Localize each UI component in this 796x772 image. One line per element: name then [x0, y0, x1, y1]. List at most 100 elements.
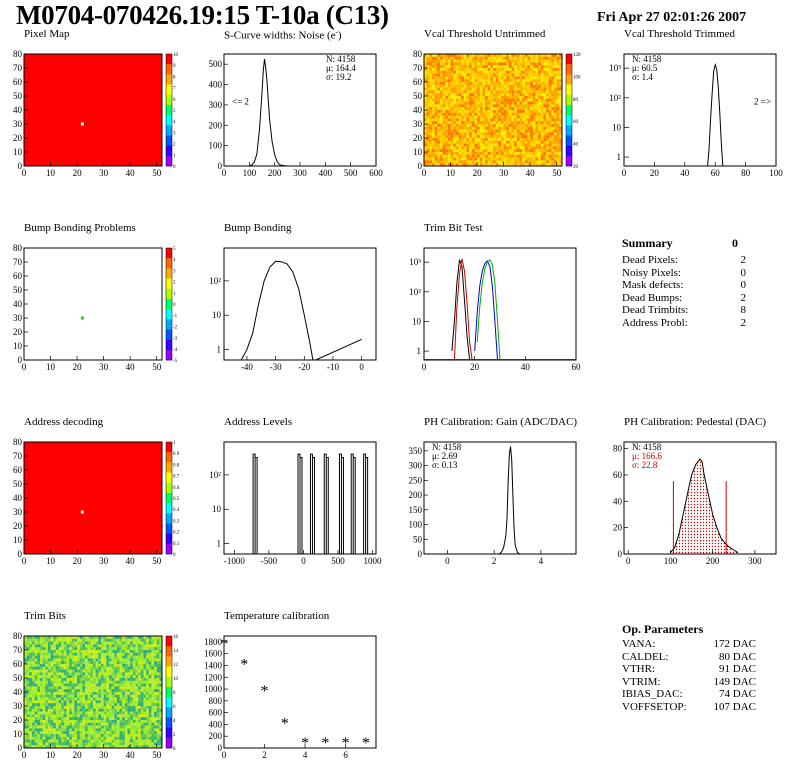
tick-label: 0.1 [173, 542, 180, 547]
tick-label: 1800 [204, 637, 223, 647]
op-param-row: VOFFSETOP: 107 DAC [622, 701, 756, 714]
tick-label: 40 [13, 105, 23, 115]
palette-swatch [166, 513, 172, 524]
palette-swatch [166, 503, 172, 514]
tick-label: 0 [422, 362, 427, 372]
tick-label: 0 [22, 168, 27, 178]
palette-swatch [166, 349, 172, 361]
tick-label: 20 [650, 168, 660, 178]
tick-label: 5 [173, 247, 176, 252]
palette-swatch [166, 462, 172, 473]
tick-label: 50 [13, 91, 23, 101]
stat-label: N: 4158 [632, 54, 662, 64]
tick-label: 120 [573, 53, 581, 58]
tick-label: 0 [418, 549, 423, 559]
tick-label: 6 [343, 750, 348, 760]
tick-label: 6 [173, 98, 176, 103]
address-peak [297, 453, 303, 554]
stat-label: N: 4158 [432, 442, 462, 452]
palette-swatch [166, 523, 172, 534]
summary-value: 8 [740, 304, 747, 316]
heatmap-fill [24, 248, 162, 360]
heatmap-fill [24, 54, 162, 166]
tick-label: 0.6 [173, 486, 180, 491]
palette-swatch [166, 472, 172, 484]
palette-swatch [166, 727, 172, 739]
palette-swatch [166, 135, 172, 146]
tick-label: 10 [212, 310, 222, 320]
tick-label: 4 [539, 556, 544, 566]
tick-label: 30 [99, 168, 109, 178]
stat-label: μ: 60.5 [632, 63, 658, 73]
tick-label: -1000 [224, 556, 245, 566]
tick-label: 600 [369, 168, 383, 178]
tick-label: 500 [209, 59, 223, 69]
stat-label: N: 4158 [632, 442, 662, 452]
palette-swatch [166, 309, 172, 320]
palette-swatch [166, 319, 172, 330]
palette-swatch [166, 442, 172, 453]
chart-vcal-untrimmed: 120 100 80 60 40 20 0 10 20 30 40 50 0 10 20 30 40 50 60 70… [413, 49, 581, 178]
tick-label: 1400 [204, 660, 223, 670]
tick-label: 400 [209, 80, 223, 90]
op-param-label: VOFFSETOP: [622, 700, 687, 713]
tick-label: 20 [573, 165, 579, 170]
palette-swatch [166, 666, 172, 678]
tick-label: 500 [344, 168, 358, 178]
tick-label: 200 [209, 120, 223, 130]
tick-label: 50 [152, 362, 162, 372]
palette-swatch [566, 64, 572, 75]
palette-swatch [166, 452, 172, 463]
tick-label: -40 [241, 362, 253, 372]
tick-label: 400 [319, 168, 333, 178]
special-pixel [80, 510, 84, 514]
tick-label: 80 [413, 49, 423, 59]
palette-swatch [166, 278, 172, 290]
tick-label: 1 [217, 345, 222, 355]
stat-label: μ: 166.6 [632, 451, 662, 461]
tick-label: 10 [13, 729, 23, 739]
op-param-label: VTRIM: [622, 675, 661, 688]
palette-swatch [566, 145, 572, 157]
tick-label: 1 [217, 539, 222, 549]
tick-label: 80 [13, 631, 23, 641]
tick-label: -30 [270, 362, 282, 372]
chart-title: Address Levels [224, 416, 293, 428]
plot-frame [423, 441, 577, 555]
address-peak [338, 453, 344, 554]
tick-label: 100 [573, 75, 581, 80]
palette-swatch [166, 482, 172, 494]
tick-label: -5 [173, 359, 178, 364]
tick-label: 0 [18, 161, 23, 171]
tick-label: 10 [612, 122, 622, 132]
tick-label: 40 [526, 168, 536, 178]
op-param-row: VANA: 172 DAC [622, 638, 756, 651]
op-param-label: VANA: [622, 638, 656, 650]
summary-title: Summary [622, 236, 673, 250]
tick-label: 6 [173, 705, 176, 710]
tick-label: 4 [173, 719, 176, 724]
tick-label: 0 [18, 549, 23, 559]
tick-label: 20 [13, 133, 23, 143]
summary-label: Mask defects: [622, 279, 684, 291]
tick-label: 30 [99, 750, 109, 760]
tick-label: 40 [680, 168, 690, 178]
summary-label: Dead Bumps: [622, 291, 683, 304]
tick-label: 50 [13, 285, 23, 295]
pedestal-fill [670, 459, 738, 554]
op-param-value: 91 DAC [719, 663, 756, 675]
tick-label: -4 [173, 348, 178, 353]
summary-value: 0 [740, 279, 747, 291]
chart-title: Pixel Map [24, 28, 70, 40]
palette-swatch [166, 676, 172, 688]
tick-label: 0 [301, 556, 306, 566]
chart-scurve-noise: 0 100 200 300 400 500 600 0 100 200 300 400 500 N: 41… [209, 53, 383, 178]
op-parameters-table: Op. Parameters VANA: 172 DAC CALDEL: 80 DA… [622, 622, 756, 713]
palette-swatch [166, 737, 172, 749]
tick-label: 20 [73, 750, 83, 760]
op-param-row: VTRIM: 149 DAC [622, 676, 756, 689]
tick-label: 50 [13, 479, 23, 489]
stat-label: σ: 19.2 [326, 72, 351, 82]
palette-swatch [166, 533, 172, 545]
